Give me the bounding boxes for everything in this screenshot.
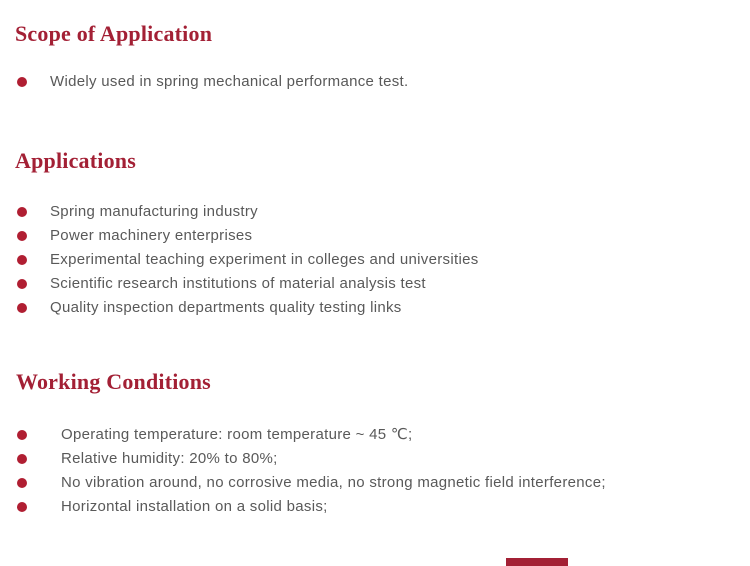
list-item-text: Scientific research institutions of mate… xyxy=(50,275,426,292)
section-heading-scope-of-application: Scope of Application xyxy=(15,21,213,46)
bullet-icon xyxy=(17,231,27,241)
list-item-text: Operating temperature: room temperature … xyxy=(61,426,413,443)
bullet-icon xyxy=(17,303,27,313)
scope-of-application-list: Widely used in spring mechanical perform… xyxy=(0,70,750,94)
bullet-icon xyxy=(17,207,27,217)
list-item: Relative humidity: 20% to 80%; xyxy=(0,447,750,471)
list-item-text: Spring manufacturing industry xyxy=(50,203,258,220)
bullet-icon xyxy=(17,77,27,87)
list-item: Quality inspection departments quality t… xyxy=(0,296,750,320)
list-item: Experimental teaching experiment in coll… xyxy=(0,248,750,272)
bullet-icon xyxy=(17,454,27,464)
bullet-icon xyxy=(17,430,27,440)
bullet-icon xyxy=(17,279,27,289)
list-item: Horizontal installation on a solid basis… xyxy=(0,495,750,519)
applications-list: Spring manufacturing industry Power mach… xyxy=(0,200,750,320)
bullet-icon xyxy=(17,478,27,488)
list-item: No vibration around, no corrosive media,… xyxy=(0,471,750,495)
list-item-text: Horizontal installation on a solid basis… xyxy=(61,498,328,515)
list-item: Operating temperature: room temperature … xyxy=(0,423,750,447)
list-item-text: No vibration around, no corrosive media,… xyxy=(61,474,606,491)
list-item-text: Quality inspection departments quality t… xyxy=(50,299,402,316)
list-item: Power machinery enterprises xyxy=(0,224,750,248)
bullet-icon xyxy=(17,255,27,265)
section-heading-applications: Applications xyxy=(15,148,136,173)
list-item-text: Widely used in spring mechanical perform… xyxy=(50,73,409,90)
list-item: Widely used in spring mechanical perform… xyxy=(0,70,750,94)
list-item: Spring manufacturing industry xyxy=(0,200,750,224)
footer-accent-bar xyxy=(506,558,568,566)
bullet-icon xyxy=(17,502,27,512)
list-item-text: Experimental teaching experiment in coll… xyxy=(50,251,479,268)
list-item-text: Power machinery enterprises xyxy=(50,227,253,244)
working-conditions-list: Operating temperature: room temperature … xyxy=(0,423,750,519)
list-item-text: Relative humidity: 20% to 80%; xyxy=(61,450,278,467)
list-item: Scientific research institutions of mate… xyxy=(0,272,750,296)
section-heading-working-conditions: Working Conditions xyxy=(16,369,211,394)
